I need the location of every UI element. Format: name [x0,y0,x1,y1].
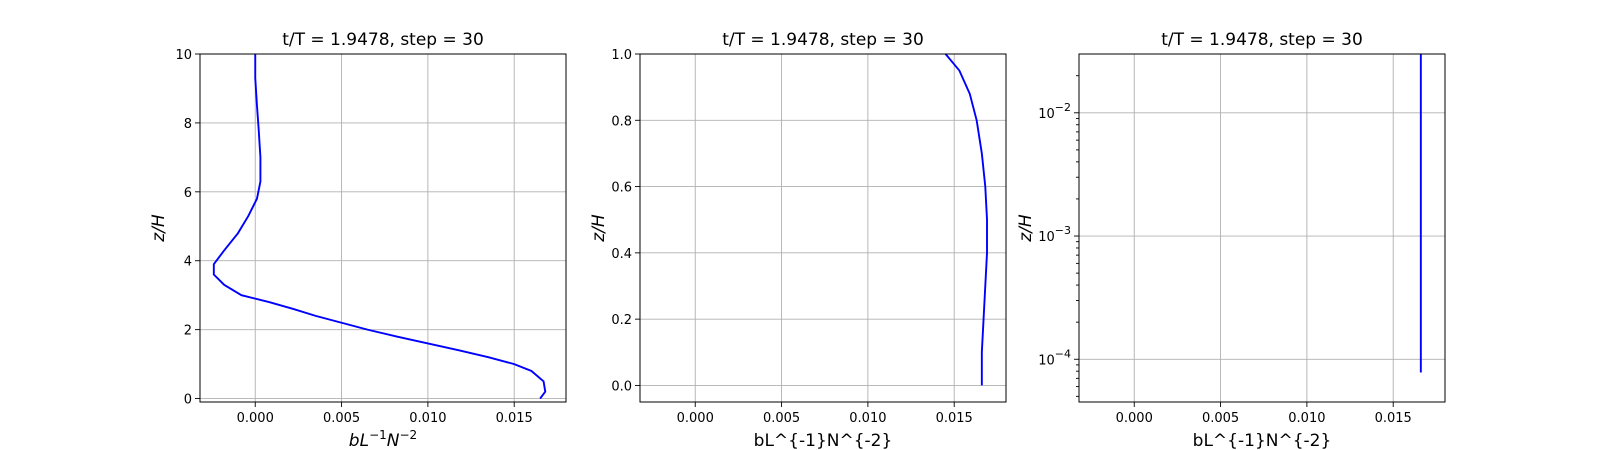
panel-1: 0.000 0.005 0.010 0.015 0 2 4 6 8 10 t/T = 1.9478,… [149,30,567,450]
x-tick-label: 0.000 [677,411,714,426]
axes-frame [639,53,1007,403]
y-tick-label: 8 [184,117,192,132]
x-axis-label-part: N [387,431,400,450]
y-axis-label: z/H [589,214,609,243]
y-tick-label: 10−4 [1038,347,1071,368]
y-tick-label: 0.0 [611,379,632,394]
y-tick-label-exponent: −2 [1055,101,1071,114]
y-tick-label-exponent: −4 [1055,347,1071,360]
axes-frame [199,53,567,403]
y-tick-label-base: 10 [1038,107,1055,122]
x-tick-label: 0.015 [1375,411,1412,426]
series-line [944,53,988,386]
y-tick-label: 0.8 [611,114,632,129]
x-axis-label-exponent: −1 [369,428,387,442]
y-tick-label: 6 [184,186,192,201]
series-line [212,54,547,400]
y-tick-label-base: 10 [1038,230,1055,245]
x-tick-label: 0.005 [763,411,800,426]
y-tick-label: 4 [184,255,192,270]
chart-title: t/T = 1.9478, step = 30 [1161,30,1363,50]
x-tick-label: 0.015 [496,411,533,426]
y-tick-label: 0.2 [611,313,632,328]
x-tick-label: 0.010 [849,411,886,426]
chart-title: t/T = 1.9478, step = 30 [722,30,924,50]
x-tick-label: 0.010 [1288,411,1325,426]
x-tick-label: 0.010 [409,411,446,426]
y-tick-label: 0 [184,393,192,408]
y-tick-label: 0.4 [611,247,632,262]
x-axis-label: bL^{-1}N^{-2} [1193,431,1332,450]
x-tick-label: 0.000 [1116,411,1153,426]
axes-frame [1078,53,1446,403]
x-tick-label: 0.005 [323,411,360,426]
y-tick-label: 1.0 [611,48,632,63]
y-tick-label: 10 [175,48,192,63]
chart-title: t/T = 1.9478, step = 30 [282,30,484,50]
x-axis-label-part: bL [349,431,369,450]
y-tick-label: 10−2 [1038,101,1071,122]
x-axis-label: bL^{-1}N^{-2} [754,431,893,450]
panel-2: 0.000 0.005 0.010 0.015 0.0 0.2 0.4 0.6 0.8 1.0 t/… [589,30,1007,450]
x-tick-label: 0.015 [936,411,973,426]
y-axis-label: z/H [149,214,169,243]
x-axis-label-exponent: −2 [399,428,417,442]
y-tick-label-exponent: −3 [1055,224,1071,237]
x-axis-label: bL−1N−2 [349,428,417,450]
y-tick-label: 0.6 [611,181,632,196]
x-tick-label: 0.000 [237,411,274,426]
y-tick-label: 2 [184,324,192,339]
y-tick-label: 10−3 [1038,224,1071,245]
y-axis-label: z/H [1016,214,1036,243]
x-tick-label: 0.005 [1202,411,1239,426]
y-tick-label-base: 10 [1038,353,1055,368]
